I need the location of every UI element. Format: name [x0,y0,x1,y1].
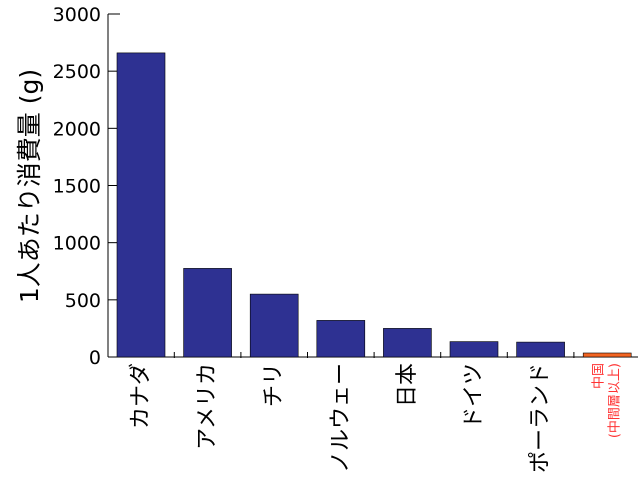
x-tick-label-7: ポーランド [528,363,553,473]
x-tick-labels: カナダ アメリカ チリ ノルウェー 日本 ドイツ ポーランド 中国 (中間層以上) [129,363,623,473]
y-tick-label: 1000 [53,233,101,255]
y-tick-label: 1500 [53,176,101,198]
y-tick-label: 2500 [53,61,101,83]
y-tick-label: 2000 [53,118,101,140]
y-tick-label: 3000 [53,4,101,26]
x-tick-label-text: 日本 [395,363,420,407]
bar-5 [383,328,432,358]
x-tick-label-6: ドイツ [462,363,487,429]
x-tick-label-3: チリ [262,363,287,407]
bar-4 [316,320,366,358]
bars [116,52,632,358]
bar-8 [582,352,632,358]
x-tick-label-text: カナダ [129,363,154,429]
bar-6 [449,341,499,358]
bar-1 [116,52,166,358]
y-axis-label: 1人あたり消費量 (g) [15,69,44,303]
x-tick-label-text: (中間層以上) [608,363,623,438]
x-tick-label-5: 日本 [395,363,420,407]
x-tick-label-text: 中国 [592,363,607,389]
bar-2 [183,268,232,358]
x-tick-label-8: 中国 (中間層以上) [592,363,623,438]
x-tick-label-text: ポーランド [528,363,553,473]
bar-3 [249,293,299,358]
bar-7 [516,341,565,358]
x-tick-label-text: アメリカ [195,363,220,450]
x-tick-label-1: カナダ [129,363,154,429]
y-ticks: 0 500 1000 1500 2000 2500 3000 [53,4,120,369]
x-tick-label-2: アメリカ [195,363,220,450]
x-tick-label-4: ノルウェー [328,363,353,473]
y-tick-label: 500 [65,290,101,312]
y-tick-label: 0 [89,347,101,369]
x-tick-label-text: ドイツ [462,363,487,429]
x-tick-label-text: ノルウェー [328,363,353,473]
x-tick-label-text: チリ [262,363,287,407]
x-ticks [173,352,575,358]
